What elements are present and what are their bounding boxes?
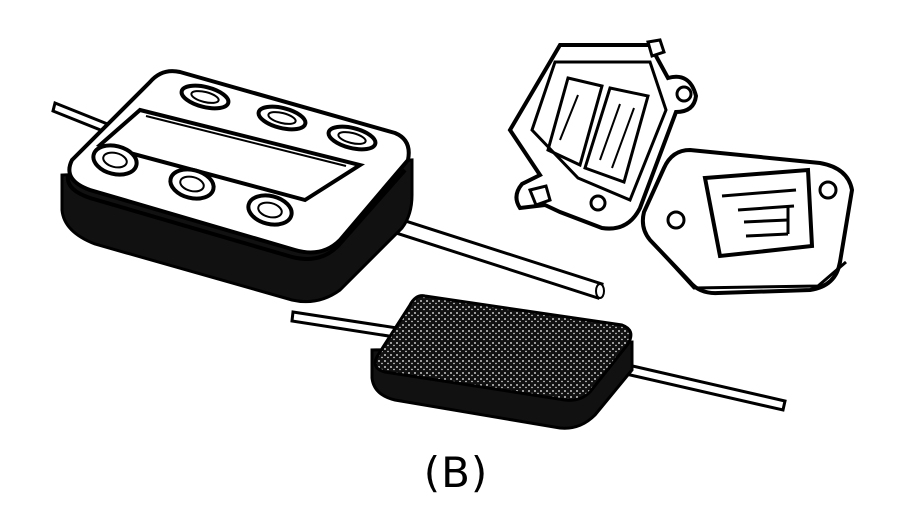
figure-caption: (B): [423, 448, 489, 497]
flange-mount-terminal: [527, 184, 552, 207]
small-capacitor-top: [373, 294, 633, 402]
small-block-capacitor: [290, 294, 787, 430]
small-capacitor-right-lead: [611, 360, 787, 412]
hexagonal-mount-hole: [666, 210, 686, 230]
hexagonal-mount-label: [702, 167, 815, 259]
flange-mount-capacitor: [507, 38, 699, 231]
hexagonal-mount-capacitor: [640, 147, 855, 296]
flange-mount-hole: [589, 194, 607, 212]
flange-mount-terminal: [646, 38, 666, 58]
large-block-capacitor: [51, 69, 605, 304]
large-capacitor-label-window: [95, 107, 366, 203]
hexagonal-mount-hole: [818, 180, 838, 200]
flange-mount-hole: [675, 85, 693, 103]
